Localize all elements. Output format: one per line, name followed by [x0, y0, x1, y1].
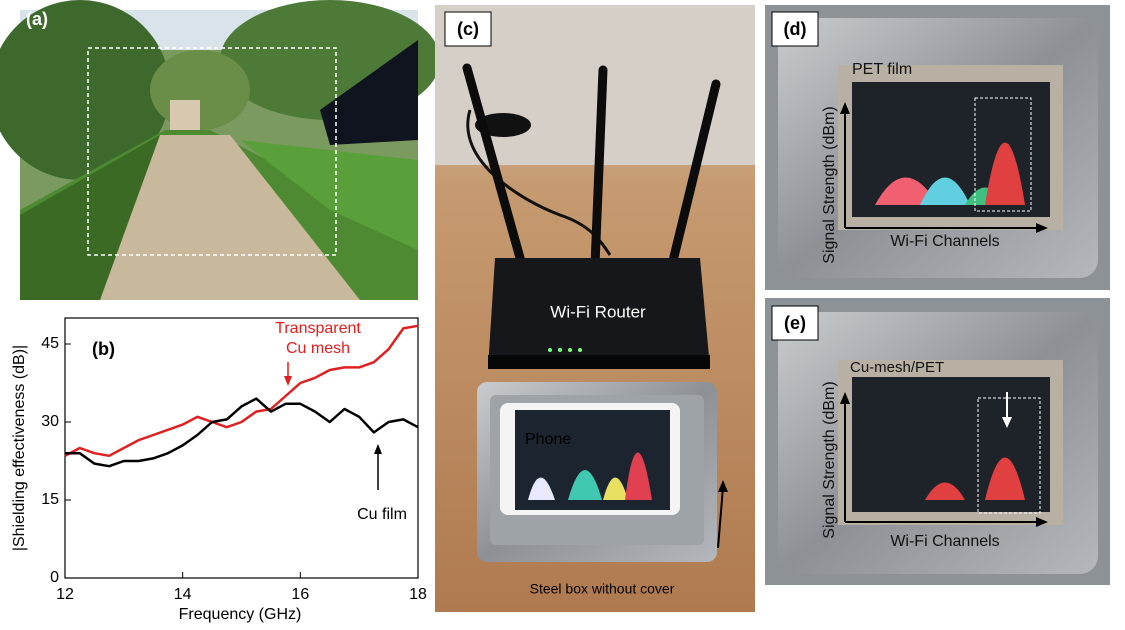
box-label: Steel box without cover — [530, 581, 675, 597]
series-line — [65, 399, 418, 467]
y-tick-label: 30 — [41, 413, 59, 430]
x-axis-label: Wi-Fi Channels — [890, 533, 999, 550]
y-axis-title: |Shielding effectiveness (dB)| — [11, 345, 28, 551]
x-tick-label: 16 — [291, 586, 309, 603]
panel-label: (a) — [26, 9, 48, 29]
film-label: PET film — [852, 61, 912, 78]
y-tick-label: 15 — [41, 491, 59, 508]
x-tick-label: 18 — [409, 586, 427, 603]
y-tick-label: 45 — [41, 335, 59, 352]
panel-label: (c) — [457, 19, 479, 39]
x-axis-title: Frequency (GHz) — [179, 606, 302, 623]
y-tick-label: 0 — [50, 569, 59, 586]
series-line — [65, 326, 418, 456]
photo-d: PET film Signal Strength (dBm) Wi-Fi Cha… — [765, 5, 1110, 290]
x-tick-label: 14 — [174, 586, 192, 603]
annotation: Cu film — [357, 506, 407, 523]
annotation: Transparent — [275, 320, 361, 337]
figure: (a) Wi-Fi Router Phone Steel box without… — [0, 0, 1125, 630]
router-label: Wi-Fi Router — [550, 302, 646, 321]
panel-label: (d) — [784, 19, 807, 39]
y-axis-label: Signal Strength (dBm) — [821, 381, 838, 538]
y-axis-label: Signal Strength (dBm) — [821, 106, 838, 263]
annotation: Cu mesh — [286, 340, 350, 357]
panel-label: (e) — [784, 313, 806, 333]
photo-a: (a) — [0, 0, 440, 300]
panel-label: (b) — [92, 339, 115, 359]
x-tick-label: 12 — [56, 586, 74, 603]
film-label: Cu-mesh/PET — [850, 359, 944, 376]
phone-label: Phone — [525, 431, 571, 448]
plot-frame — [65, 318, 418, 578]
chart: (b) Frequency (GHz) |Shielding effective… — [11, 318, 427, 623]
photo-c: Wi-Fi Router Phone Steel box without cov… — [435, 5, 755, 612]
photo-e: Cu-mesh/PET Signal Strength (dBm) Wi-Fi … — [765, 298, 1110, 585]
x-axis-label: Wi-Fi Channels — [890, 233, 999, 250]
